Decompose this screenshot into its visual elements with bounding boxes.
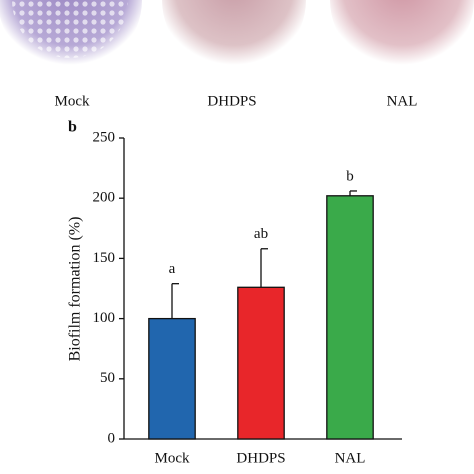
panel-label: b bbox=[68, 119, 77, 136]
y-tick-label: 150 bbox=[93, 250, 116, 266]
photo-dhdps bbox=[162, 0, 306, 72]
significance-label: a bbox=[169, 261, 176, 277]
x-tick-label: NAL bbox=[335, 450, 366, 466]
significance-label: b bbox=[346, 168, 354, 184]
photo-row bbox=[0, 0, 474, 72]
y-tick-label: 200 bbox=[93, 190, 116, 206]
y-tick-label: 250 bbox=[93, 129, 116, 145]
y-tick-label: 50 bbox=[100, 370, 115, 386]
significance-label: ab bbox=[254, 226, 268, 242]
photo-nal bbox=[330, 0, 474, 72]
x-tick-label: DHDPS bbox=[236, 450, 285, 466]
y-tick-label: 100 bbox=[93, 310, 116, 326]
y-axis-label: Biofilm formation (%) bbox=[67, 217, 84, 362]
image-label: Mock bbox=[55, 93, 90, 109]
photo-mock-texture bbox=[12, 0, 128, 58]
bar bbox=[326, 195, 374, 440]
image-label: NAL bbox=[387, 93, 418, 109]
image-label: DHDPS bbox=[207, 93, 256, 109]
bar bbox=[237, 286, 285, 440]
y-tick-label: 0 bbox=[108, 430, 116, 446]
bar bbox=[148, 317, 196, 440]
x-tick-label: Mock bbox=[155, 450, 190, 466]
